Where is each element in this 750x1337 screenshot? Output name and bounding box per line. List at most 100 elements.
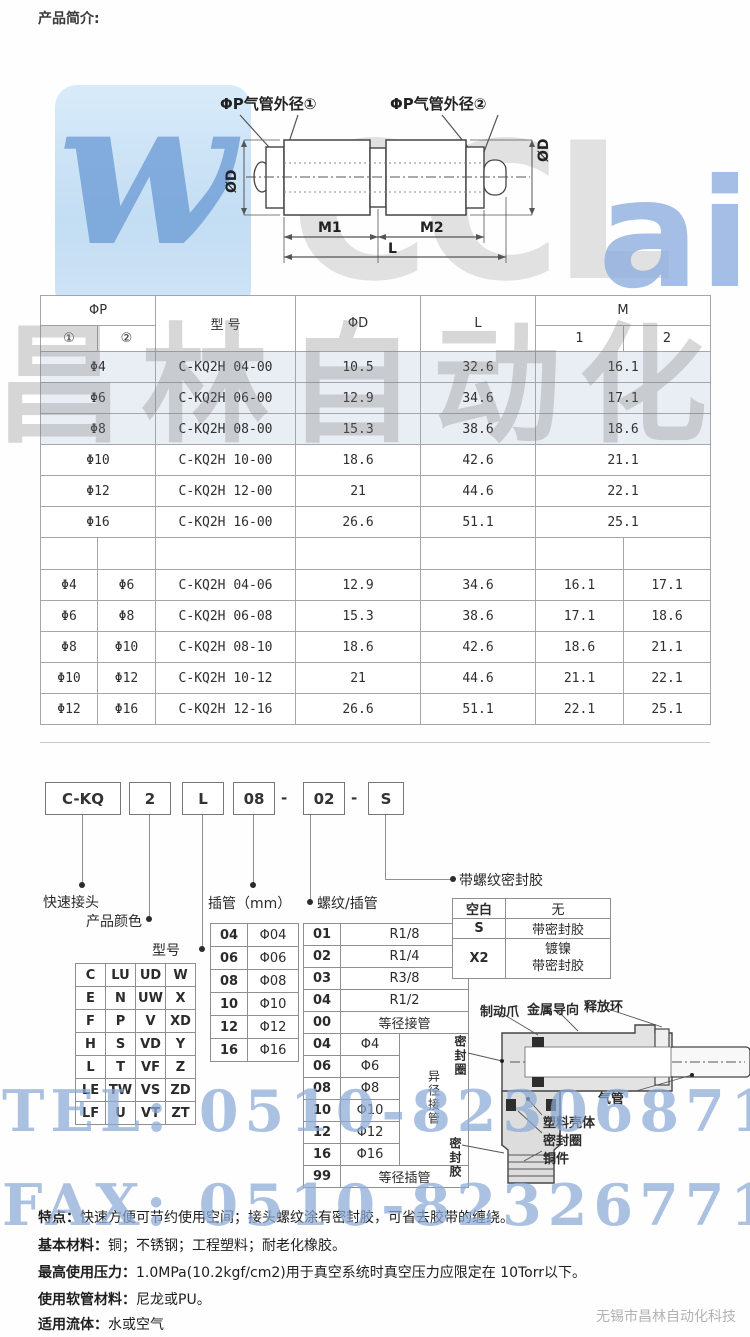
reducer-label: 异径接管: [426, 1069, 441, 1126]
table-row: 03 R3/8: [303, 967, 469, 990]
spec-table: ΦP 型 号 ΦD L M ① ② 1 2 Φ4 C-KQ2H 04-00 10.5…: [39, 295, 712, 725]
table-row: 02 R1/4: [303, 945, 469, 968]
table-row: X2 镀镍 带密封胶: [452, 938, 611, 979]
feature-line: 适用流体：水或空气: [38, 1314, 728, 1334]
table-row: S 带密封胶: [452, 918, 611, 939]
code-box-thread: 02: [303, 782, 345, 815]
label-brake-claw: 制动爪: [480, 1005, 520, 1020]
label-thread-sealant: 带螺纹密封胶: [459, 873, 543, 889]
feature-text: 水或空气: [108, 1317, 164, 1333]
logo-air-text: air: [598, 148, 750, 322]
spec-subheader-row: ① ② 1 2: [40, 325, 712, 352]
label-copper-part: 铜件: [543, 1152, 570, 1167]
label-plastic-shell: 塑料壳体: [543, 1116, 596, 1131]
table-row: Φ8 C-KQ2H 08-00 15.3 38.6 18.6: [39, 413, 712, 445]
divider: [40, 742, 710, 743]
table-row: Φ12 Φ16 C-KQ2H 12-16 26.6 51.1 22.1 25.1: [40, 693, 712, 725]
feature-label: 使用软管材料：: [38, 1292, 136, 1308]
label-release-ring: 释放环: [584, 1000, 624, 1015]
feature-text: 快速方便可节约使用空间；接头螺纹涂有密封胶，可省去胶带的缠绕。: [80, 1210, 514, 1226]
table-row: 空白无: [452, 898, 611, 919]
elbow-fitting-diagram: [461, 1008, 750, 1184]
logo-w-glyph: w: [58, 52, 235, 292]
table-row: LE TW VS ZD: [75, 1078, 196, 1102]
table-row: 99 等径插管: [303, 1165, 469, 1188]
table-row: 04 R1/2: [303, 989, 469, 1012]
connector-line: [82, 813, 83, 883]
table-row: Φ6 C-KQ2H 06-00 12.9 34.6 17.1: [39, 382, 712, 414]
m2-dim-label: M2: [420, 220, 444, 236]
tube-od-label-1: ΦP气管外径①: [220, 95, 316, 113]
label-thread-tube: 螺纹/插管: [317, 896, 378, 912]
feature-label: 特点：: [38, 1210, 80, 1226]
label-sealant: 密封胶: [448, 1137, 462, 1179]
table-row: Φ10 Φ12 C-KQ2H 10-12 21 44.6 21.1 22.1: [40, 662, 712, 694]
col-m1: 1: [535, 325, 625, 352]
table-row: Φ8 Φ10 C-KQ2H 08-10 18.6 42.6 18.6 21.1: [40, 631, 712, 663]
label-seal-ring-top: 密封圈: [453, 1035, 467, 1077]
spacer-row: [40, 537, 712, 570]
label-model: 型号: [152, 943, 180, 959]
connector-line: [310, 813, 311, 901]
col-p1: ①: [40, 325, 98, 352]
label-seal-ring-mid: 密封圈: [543, 1134, 583, 1149]
col-model: 型 号: [155, 295, 297, 352]
connector-dot: [199, 946, 205, 952]
l-dim-label: L: [388, 241, 397, 257]
table-row: 08 Φ08: [210, 969, 299, 993]
table-row: 12 Φ12: [210, 1015, 299, 1039]
code-box-model: L: [182, 782, 224, 815]
connector-line: [202, 813, 203, 947]
table-row: E N UW X: [75, 986, 196, 1010]
label-quick-connector: 快速接头: [43, 895, 99, 911]
thread-tube-table: 01 R1/8 02 R1/4 03 R3/8 04 R1/2 00 等径接管 04 Φ4 异…: [303, 923, 469, 1188]
table-row: Φ12 C-KQ2H 12-00 21 44.6 22.1: [39, 475, 712, 507]
logo-watermark-panel: [55, 85, 251, 311]
connector-dot: [146, 916, 152, 922]
col-m2: 2: [623, 325, 712, 352]
table-row: F P V XD: [75, 1009, 196, 1033]
table-row: Φ16 C-KQ2H 16-00 26.6 51.1 25.1: [39, 506, 712, 538]
table-row: Φ6 Φ8 C-KQ2H 06-08 15.3 38.6 17.1 18.6: [40, 600, 712, 632]
od-right-label: ØD: [536, 138, 552, 162]
table-row: L T VF Z: [75, 1055, 196, 1079]
sealant-table: 空白无 S 带密封胶 X2 镀镍 带密封胶: [452, 898, 611, 979]
table-row: 10 Φ10: [303, 1099, 469, 1122]
table-row: Φ10 C-KQ2H 10-00 18.6 42.6 21.1: [39, 444, 712, 476]
feature-text: 1.0MPa(10.2kgf/cm2)用于真空系统时真空压力应限定在 10Tor…: [136, 1265, 586, 1281]
col-phi-p: ΦP: [39, 295, 157, 326]
connector-line: [385, 879, 451, 880]
table-row: 16 Φ16: [210, 1038, 299, 1062]
feature-label: 适用流体：: [38, 1317, 108, 1333]
code-box-tube: 08: [233, 782, 275, 815]
connector-dot: [79, 882, 85, 888]
table-row: Φ4 Φ6 C-KQ2H 04-06 12.9 34.6 16.1 17.1: [40, 569, 712, 601]
table-row: 04 Φ4 异径接管: [303, 1033, 469, 1166]
label-metal-guide: 金属导向: [527, 1003, 580, 1018]
feature-label: 基本材料：: [38, 1238, 108, 1254]
connector-dot: [307, 899, 313, 905]
tube-size-table: 04 Φ04 06 Φ06 08 Φ08 10 Φ10 12 Φ12 16 Φ16: [210, 923, 299, 1062]
table-row: Φ4 C-KQ2H 04-00 10.5 32.6 16.1: [39, 351, 712, 383]
company-name: 无锡市昌林自动化科技: [596, 1309, 736, 1325]
code-box-color: 2: [129, 782, 171, 815]
connector-line: [253, 813, 254, 883]
table-row: 16 Φ16: [303, 1143, 469, 1166]
col-m: M: [535, 295, 712, 326]
table-row: 01 R1/8: [303, 923, 469, 946]
label-product-color: 产品颜色: [86, 914, 142, 930]
label-air-tube: 气管: [598, 1092, 625, 1107]
od-left-label: ØD: [224, 169, 240, 193]
table-row: 04 Φ04: [210, 923, 299, 947]
feature-line: 最高使用压力：1.0MPa(10.2kgf/cm2)用于真空系统时真空压力应限定…: [38, 1262, 728, 1282]
code-box-seal: S: [368, 782, 404, 815]
tube-od-label-2: ΦP气管外径②: [390, 95, 486, 113]
table-row: 06 Φ06: [210, 946, 299, 970]
connector-dot: [450, 876, 456, 882]
union-fitting-diagram: ΦP气管外径① ΦP气管外径② ØD ØD: [220, 95, 552, 263]
feature-label: 最高使用压力：: [38, 1265, 136, 1281]
connector-dot: [250, 882, 256, 888]
page-title: 产品简介:: [38, 11, 100, 27]
feature-line: 基本材料：铜；不锈钢；工程塑料；耐老化橡胶。: [38, 1235, 728, 1255]
